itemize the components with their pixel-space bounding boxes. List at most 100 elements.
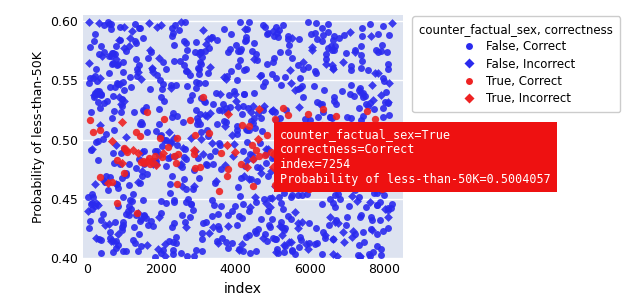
Point — [269, 33, 279, 38]
Point — [254, 106, 264, 111]
Point — [223, 213, 233, 218]
Point — [236, 46, 246, 51]
Point — [358, 230, 368, 235]
Point — [136, 119, 146, 124]
Point — [253, 226, 263, 231]
Point — [354, 243, 364, 248]
Point — [93, 91, 104, 96]
Point — [134, 231, 145, 236]
Point — [118, 69, 128, 74]
Point — [360, 205, 371, 210]
Point — [108, 50, 118, 55]
Point — [195, 122, 205, 126]
Point — [164, 239, 174, 244]
Point — [377, 43, 387, 47]
Point — [296, 170, 307, 175]
Point — [356, 59, 367, 64]
Point — [255, 166, 265, 171]
Point — [188, 187, 198, 192]
Point — [167, 225, 177, 230]
Point — [260, 232, 270, 237]
Point — [93, 100, 103, 105]
Point — [298, 67, 308, 72]
Point — [346, 67, 356, 72]
Y-axis label: Probability of less-than-50K: Probability of less-than-50K — [32, 51, 45, 223]
Point — [207, 34, 217, 39]
Point — [88, 201, 98, 206]
Point — [156, 250, 166, 255]
Point — [180, 146, 190, 151]
Point — [300, 124, 310, 129]
Point — [94, 88, 104, 93]
Point — [347, 149, 357, 154]
Point — [119, 146, 129, 151]
Point — [367, 227, 377, 232]
Point — [387, 202, 397, 206]
Point — [223, 166, 233, 171]
Point — [200, 162, 211, 167]
Point — [305, 118, 315, 123]
Point — [312, 160, 323, 164]
Point — [164, 140, 175, 145]
Point — [331, 162, 341, 167]
Point — [196, 50, 206, 54]
Point — [307, 143, 317, 148]
Point — [143, 223, 153, 228]
Point — [239, 92, 250, 97]
Point — [136, 216, 146, 221]
Point — [216, 235, 227, 240]
X-axis label: index: index — [224, 282, 262, 296]
Point — [108, 94, 118, 99]
Point — [180, 200, 191, 205]
Point — [312, 225, 322, 230]
Point — [177, 213, 187, 218]
Point — [180, 219, 190, 224]
Point — [219, 118, 229, 123]
Point — [109, 219, 120, 224]
Point — [172, 143, 182, 148]
Point — [347, 128, 357, 133]
Point — [301, 241, 311, 246]
Point — [334, 36, 344, 41]
Point — [279, 228, 289, 233]
Point — [325, 215, 335, 220]
Point — [234, 247, 244, 251]
Point — [346, 115, 356, 120]
Point — [105, 235, 115, 240]
Point — [118, 80, 129, 85]
Point — [118, 60, 128, 65]
Point — [317, 122, 327, 127]
Point — [383, 61, 393, 66]
Point — [244, 177, 254, 182]
Point — [252, 57, 262, 62]
Point — [273, 35, 284, 40]
Point — [195, 112, 205, 117]
Point — [381, 167, 391, 171]
Point — [234, 105, 244, 110]
Point — [167, 115, 177, 119]
Point — [170, 22, 180, 27]
Point — [178, 119, 188, 124]
Point — [278, 105, 289, 110]
Point — [166, 174, 177, 179]
Point — [365, 174, 375, 178]
Point — [150, 159, 161, 164]
Point — [237, 242, 247, 247]
Point — [144, 155, 154, 160]
Point — [250, 91, 260, 95]
Point — [260, 201, 271, 206]
Point — [369, 107, 379, 112]
Point — [165, 155, 175, 160]
Point — [106, 239, 116, 244]
Point — [211, 179, 221, 184]
Point — [310, 69, 320, 74]
Point — [125, 198, 135, 203]
Point — [333, 192, 343, 196]
Point — [168, 31, 178, 36]
Point — [337, 60, 348, 65]
Point — [271, 237, 281, 242]
Point — [331, 101, 341, 106]
Point — [292, 125, 303, 130]
Point — [134, 26, 145, 30]
Point — [199, 98, 209, 103]
